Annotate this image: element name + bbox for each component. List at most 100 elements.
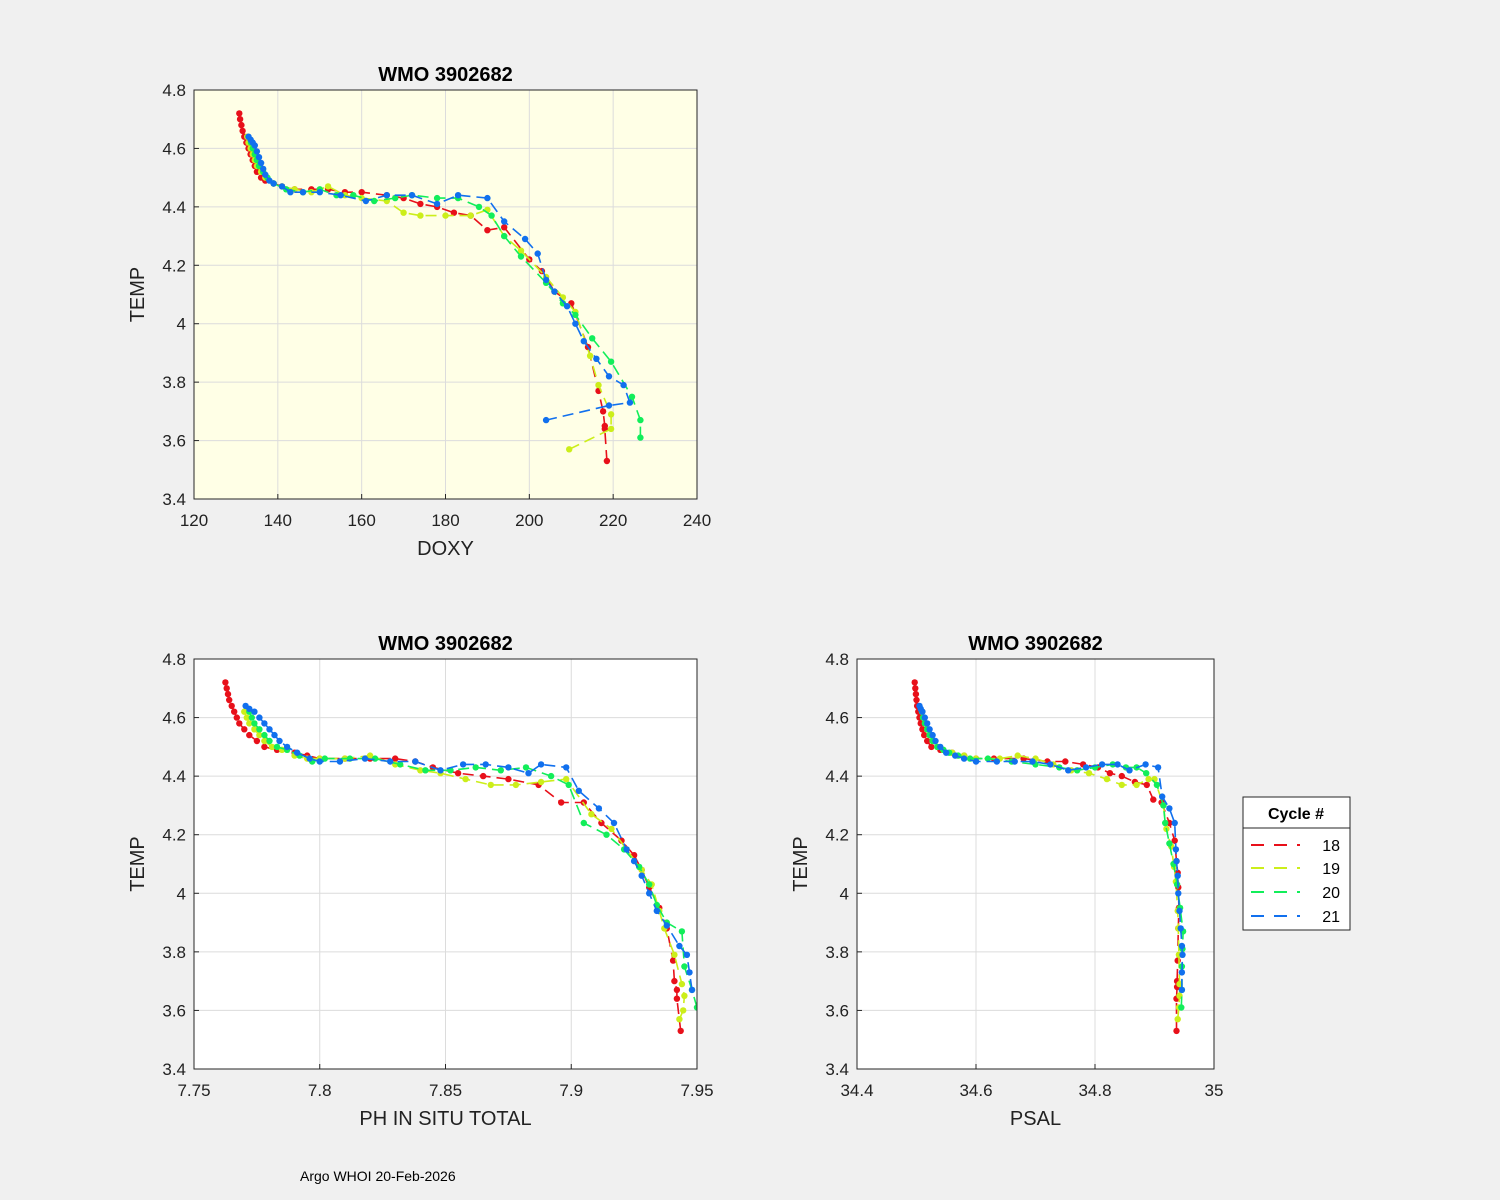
- data-point: [505, 775, 512, 783]
- data-point: [563, 775, 570, 783]
- data-point: [1175, 890, 1182, 897]
- data-point: [677, 1027, 684, 1035]
- data-point: [932, 737, 939, 745]
- y-tick-label: 3.6: [825, 1001, 849, 1020]
- data-point: [256, 714, 263, 721]
- data-point: [408, 192, 416, 199]
- data-point: [589, 335, 596, 342]
- data-point: [1118, 772, 1126, 780]
- chart-2: 7.75 7.8 7.85 7.9 7.95 3.4 3.6 3.8 4 4.2 4.4 4.6 4.8…: [127, 633, 714, 1130]
- data-point: [921, 731, 928, 739]
- data-point: [257, 159, 265, 167]
- data-point: [572, 311, 579, 319]
- data-point: [1114, 761, 1121, 768]
- data-point: [547, 772, 555, 780]
- data-point: [676, 1016, 683, 1023]
- y-axis-label: TEMP: [790, 836, 812, 892]
- legend-label-20: 20: [1322, 885, 1340, 902]
- data-point: [467, 212, 474, 219]
- data-point: [260, 165, 267, 173]
- x-axis-label: DOXY: [417, 538, 474, 560]
- data-point: [1143, 770, 1150, 777]
- data-point: [646, 881, 653, 888]
- data-point: [673, 995, 681, 1002]
- data-point: [542, 276, 550, 284]
- data-point: [636, 863, 643, 871]
- data-point: [575, 787, 582, 794]
- data-point: [501, 232, 508, 240]
- data-point: [960, 755, 968, 762]
- x-tick-label: 34.4: [840, 1081, 873, 1100]
- y-tick-label: 3.6: [162, 432, 186, 451]
- chart-3: 34.4 34.6 34.8 35 3.4 3.6 3.8 4 4.2 4.4 4.6 4.8 WMO …: [790, 633, 1223, 1130]
- data-point: [605, 402, 613, 409]
- data-point: [512, 781, 520, 789]
- data-point: [1173, 1027, 1180, 1035]
- data-point: [475, 203, 483, 211]
- y-tick-label: 3.4: [825, 1060, 849, 1079]
- data-point: [1174, 957, 1181, 964]
- footer-credit: Argo WHOI 20-Feb-2026: [300, 1168, 456, 1184]
- data-point: [480, 772, 487, 780]
- data-point: [400, 209, 407, 216]
- data-point: [397, 761, 404, 768]
- data-point: [392, 194, 399, 202]
- data-point: [608, 825, 615, 833]
- data-point: [1029, 758, 1036, 765]
- y-tick-label: 4.2: [162, 256, 186, 275]
- y-tick-label: 4: [840, 884, 849, 903]
- data-point: [924, 737, 931, 745]
- data-point: [262, 171, 269, 178]
- data-point: [316, 758, 323, 765]
- data-point: [243, 714, 250, 721]
- data-point: [255, 154, 263, 161]
- data-point: [268, 743, 276, 751]
- data-point: [681, 992, 688, 999]
- data-point: [916, 702, 923, 710]
- data-point: [681, 963, 688, 970]
- y-tick-label: 4.4: [162, 198, 186, 217]
- data-point: [637, 434, 644, 441]
- data-point: [371, 755, 379, 762]
- data-point: [610, 819, 618, 827]
- x-tick-label: 200: [515, 511, 543, 530]
- data-point: [417, 212, 424, 219]
- data-point: [678, 980, 686, 988]
- data-point: [673, 986, 681, 994]
- data-point: [638, 872, 645, 879]
- data-point: [1047, 761, 1054, 768]
- data-point: [236, 110, 243, 117]
- data-point: [671, 951, 678, 958]
- data-point: [251, 708, 258, 715]
- data-point: [563, 303, 571, 310]
- data-point: [1142, 761, 1149, 768]
- data-point: [256, 726, 263, 733]
- legend-title: Cycle #: [1268, 806, 1324, 823]
- data-point: [1162, 819, 1169, 827]
- series-21: [245, 133, 634, 424]
- data-point: [454, 192, 462, 199]
- data-point: [462, 775, 469, 783]
- y-tick-label: 4.4: [162, 767, 186, 786]
- y-tick-label: 4: [177, 315, 186, 334]
- chart-1: 120 140 160 180 200 220 240 3.4 3.6 3.8 4 4.2 4.4 4.6…: [127, 64, 711, 560]
- y-tick-label: 4.4: [825, 767, 849, 786]
- x-tick-label: 7.75: [177, 1081, 210, 1100]
- data-point: [572, 320, 579, 327]
- data-point: [392, 755, 399, 762]
- data-point: [246, 720, 253, 727]
- data-point: [1118, 781, 1126, 789]
- data-point: [236, 116, 244, 123]
- data-point: [236, 720, 243, 727]
- data-point: [603, 831, 610, 838]
- data-point: [472, 764, 479, 771]
- data-point: [224, 690, 232, 698]
- data-point: [676, 942, 683, 950]
- data-point: [251, 726, 258, 733]
- data-point: [595, 381, 602, 389]
- x-axis-label: PH IN SITU TOTAL: [359, 1108, 531, 1130]
- data-point: [912, 685, 919, 692]
- data-point: [238, 121, 245, 129]
- series-21: [916, 702, 1186, 994]
- y-axis-label: TEMP: [127, 836, 149, 892]
